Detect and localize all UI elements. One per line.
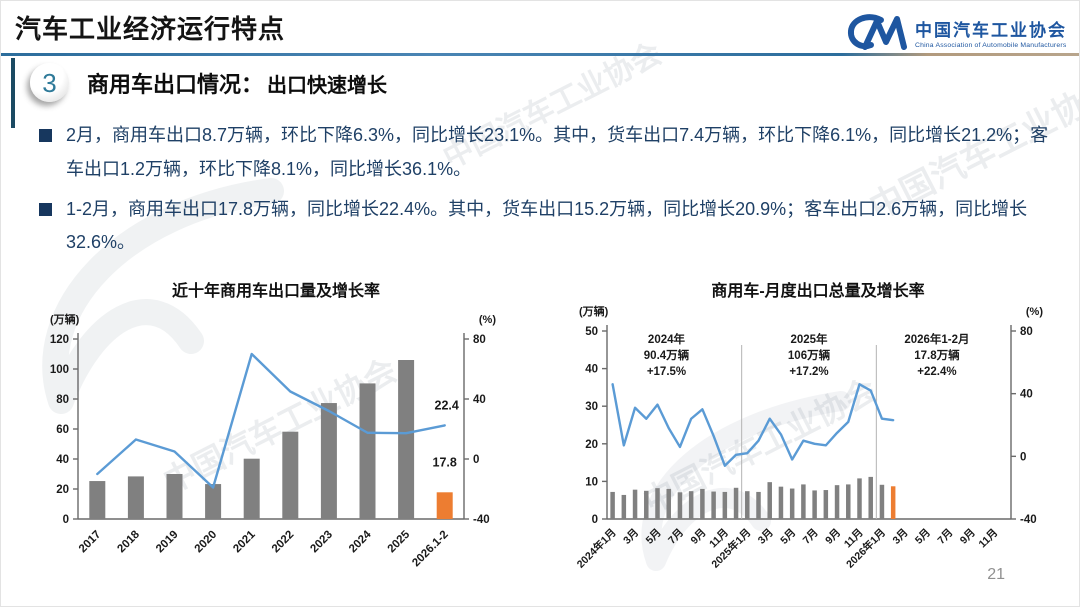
svg-text:0: 0 xyxy=(592,514,598,526)
page-number: 21 xyxy=(987,566,1005,583)
svg-text:7月: 7月 xyxy=(935,527,955,547)
svg-text:-40: -40 xyxy=(473,514,490,526)
decade-export-combo-chart: 0 20 40 60 80 100 120 -40 0 40 80 (万辆) (%) 2017 2018 20… xyxy=(50,312,497,570)
svg-text:10: 10 xyxy=(585,476,598,488)
svg-text:17.8万辆: 17.8万辆 xyxy=(914,348,960,362)
svg-text:+17.2%: +17.2% xyxy=(789,366,828,378)
section-heading-main: 商用车出口情况： xyxy=(87,72,264,97)
svg-text:(%): (%) xyxy=(479,314,496,326)
svg-text:2026.1-2: 2026.1-2 xyxy=(410,529,451,570)
caam-logo-subtitle: China Association of Automobile Manufact… xyxy=(915,41,1067,49)
svg-text:40: 40 xyxy=(585,364,598,376)
svg-text:2022: 2022 xyxy=(270,529,297,556)
caam-logo-icon xyxy=(847,14,907,50)
svg-text:2021: 2021 xyxy=(231,528,258,555)
svg-text:20: 20 xyxy=(585,439,598,451)
svg-text:5月: 5月 xyxy=(913,527,933,547)
svg-text:11月: 11月 xyxy=(977,527,1001,551)
svg-text:9月: 9月 xyxy=(958,527,978,547)
section-heading-sub: 出口快速增长 xyxy=(267,75,388,97)
svg-text:80: 80 xyxy=(56,394,69,406)
chart-decade-exports: 近十年商用车出口量及增长率 0 20 40 60 80 100 120 -40 0 40 80 (万辆… xyxy=(46,277,506,599)
svg-text:(%): (%) xyxy=(1026,306,1043,318)
svg-text:3月: 3月 xyxy=(890,527,910,547)
section-heading: 商用车出口情况： 出口快速增长 xyxy=(87,67,387,99)
svg-text:2025: 2025 xyxy=(386,528,413,555)
chart-title: 商用车-月度出口总量及增长率 xyxy=(711,283,925,300)
svg-text:2024年: 2024年 xyxy=(648,332,686,346)
svg-text:9月: 9月 xyxy=(823,527,843,547)
svg-text:80: 80 xyxy=(473,334,486,346)
svg-text:0: 0 xyxy=(473,454,479,466)
svg-text:-40: -40 xyxy=(1020,514,1037,526)
svg-text:5月: 5月 xyxy=(644,527,664,547)
svg-text:0: 0 xyxy=(63,514,69,526)
svg-text:50: 50 xyxy=(585,326,598,338)
bullet-square-icon xyxy=(39,202,52,216)
svg-text:+22.4%: +22.4% xyxy=(917,366,956,378)
svg-text:2025年: 2025年 xyxy=(790,332,828,346)
svg-text:22.4: 22.4 xyxy=(435,398,459,412)
svg-text:30: 30 xyxy=(585,401,598,413)
svg-text:40: 40 xyxy=(56,454,69,466)
section-number-badge: 3 xyxy=(30,63,69,102)
svg-text:0: 0 xyxy=(1020,451,1026,463)
svg-text:3月: 3月 xyxy=(756,527,776,547)
svg-text:40: 40 xyxy=(473,394,486,406)
svg-text:5月: 5月 xyxy=(778,527,798,547)
svg-text:2019: 2019 xyxy=(154,529,181,556)
bullet-item: 1-2月，商用车出口17.8万辆，同比增长22.4%。其中，货车出口15.2万辆… xyxy=(39,193,1055,261)
caam-logo-name: 中国汽车工业协会 xyxy=(915,20,1067,40)
bullet-list: 2月，商用车出口8.7万辆，环比下降6.3%，同比增长23.1%。其中，货车出口… xyxy=(39,119,1055,266)
svg-text:20: 20 xyxy=(56,484,69,496)
svg-text:2023: 2023 xyxy=(308,529,335,556)
svg-text:120: 120 xyxy=(50,334,69,346)
svg-text:9月: 9月 xyxy=(688,527,708,547)
chart-monthly-exports: 商用车-月度出口总量及增长率 0 10 20 30 40 50 -40 0 40 80 (万辆) (%… xyxy=(564,277,1072,599)
svg-text:40: 40 xyxy=(1020,389,1033,401)
svg-text:90.4万辆: 90.4万辆 xyxy=(644,348,690,362)
page-title: 汽车工业经济运行特点 xyxy=(15,14,286,44)
bullet-square-icon xyxy=(39,129,52,142)
svg-text:(万辆): (万辆) xyxy=(50,312,80,326)
svg-text:17.8: 17.8 xyxy=(433,455,457,469)
svg-text:2018: 2018 xyxy=(115,528,142,555)
svg-text:7月: 7月 xyxy=(801,527,821,547)
header-divider xyxy=(1,53,1079,56)
caam-logo: 中国汽车工业协会 China Association of Automobile… xyxy=(845,11,1067,53)
svg-text:60: 60 xyxy=(56,424,69,436)
svg-text:2026年1-2月: 2026年1-2月 xyxy=(904,332,969,346)
svg-text:106万辆: 106万辆 xyxy=(788,348,831,362)
svg-text:2020: 2020 xyxy=(193,529,220,556)
svg-text:80: 80 xyxy=(1020,326,1033,338)
svg-text:100: 100 xyxy=(50,364,69,376)
svg-text:3月: 3月 xyxy=(621,527,641,547)
left-accent-bar xyxy=(11,58,15,128)
svg-text:2017: 2017 xyxy=(77,529,104,556)
svg-text:2024: 2024 xyxy=(347,528,374,555)
bullet-text: 2月，商用车出口8.7万辆，环比下降6.3%，同比增长23.1%。其中，货车出口… xyxy=(66,125,1049,179)
bullet-item: 2月，商用车出口8.7万辆，环比下降6.3%，同比增长23.1%。其中，货车出口… xyxy=(39,119,1055,187)
svg-text:(万辆): (万辆) xyxy=(579,304,609,318)
svg-text:2024年1月: 2024年1月 xyxy=(574,526,619,571)
svg-text:7月: 7月 xyxy=(666,527,686,547)
bullet-text: 1-2月，商用车出口17.8万辆，同比增长22.4%。其中，货车出口15.2万辆… xyxy=(66,198,1028,253)
svg-text:+17.5%: +17.5% xyxy=(647,366,686,378)
chart-title: 近十年商用车出口量及增长率 xyxy=(171,283,380,300)
